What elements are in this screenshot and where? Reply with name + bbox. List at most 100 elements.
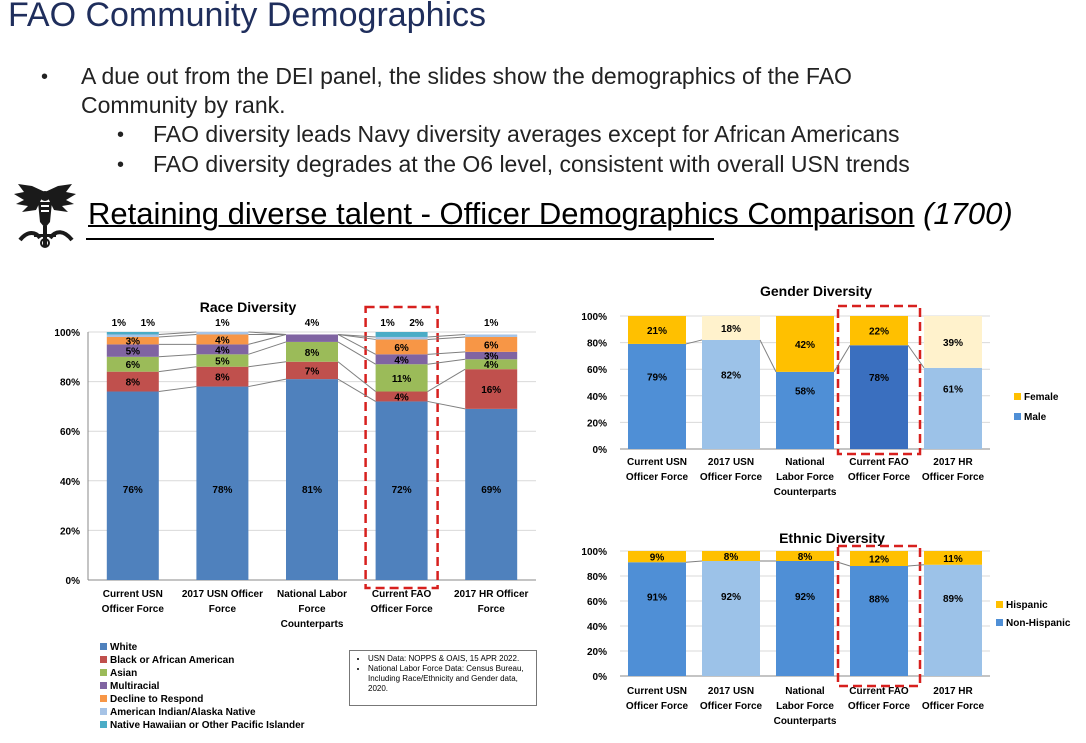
legend-label-female: Female — [1024, 392, 1059, 403]
legend-swatch-female — [1014, 393, 1021, 400]
data-label-white: 81% — [302, 485, 322, 496]
data-label-female: 39% — [943, 338, 963, 349]
series-connector-line — [158, 353, 197, 358]
data-label-non-hispanic: 91% — [647, 593, 667, 604]
bar-segment-multiracial — [106, 344, 159, 357]
x-category-label: National — [785, 686, 825, 697]
gender-diversity-chart: Gender Diversity 0% 20% 40% 60% 80% 100% Curren… — [581, 283, 1059, 498]
x-category-label: Force — [209, 604, 237, 615]
x-category-label: Officer Force — [848, 472, 911, 483]
x-category-label: Officer Force — [922, 472, 985, 483]
series-connector-line — [427, 358, 466, 365]
y-tick-label: 0% — [593, 445, 608, 456]
data-label-hispanic: 9% — [650, 553, 665, 564]
bar-segment-female — [702, 316, 760, 340]
x-category-label: Officer Force — [922, 701, 985, 712]
bar-segment-asian — [196, 354, 249, 367]
legend-label-native-hawaiian-or-other-pacific-islander: Native Hawaiian or Other Pacific Islande… — [110, 720, 305, 731]
bar-segment-male — [702, 339, 760, 449]
series-connector-line — [907, 564, 925, 567]
series-connector-line — [248, 378, 287, 388]
highlight-box-current-fao — [836, 304, 922, 456]
data-label-multiracial: 4% — [394, 355, 409, 366]
series-connector-line — [337, 361, 376, 392]
bar-segment-female — [924, 316, 982, 368]
series-connector-line — [427, 368, 466, 392]
data-label-decline-to-respond: 6% — [484, 340, 499, 351]
data-label-decline-to-respond: 3% — [126, 337, 141, 348]
data-label-male: 58% — [795, 386, 815, 397]
page-title: FAO Community Demographics — [8, 0, 487, 34]
data-label-asian: 4% — [484, 360, 499, 371]
bar-segment-non-hispanic — [776, 561, 834, 676]
bar-segment-hispanic — [702, 551, 760, 561]
x-category-label: Labor Force — [776, 472, 834, 483]
data-label-black-or-african-american: 4% — [394, 392, 409, 403]
x-category-label: Officer Force — [848, 701, 911, 712]
x-category-label: Officer Force — [700, 701, 763, 712]
data-label-multiracial: 3% — [484, 352, 499, 363]
legend-label-white: White — [110, 642, 138, 653]
data-label-female: 18% — [721, 324, 741, 335]
series-connector-line — [427, 333, 466, 338]
bar-segment-black-or-african-american — [106, 371, 159, 392]
series-connector-line — [158, 386, 197, 393]
x-category-label: Officer Force — [370, 604, 433, 615]
y-tick-label: 20% — [60, 526, 80, 537]
data-label-non-hispanic: 92% — [795, 592, 815, 603]
section-heading-main: Retaining diverse talent - Officer Demog… — [88, 196, 915, 231]
data-label-multiracial: 5% — [126, 347, 141, 358]
bar-segment-white — [286, 379, 338, 580]
bar-segment-decline-to-respond — [106, 336, 159, 345]
series-connector-line — [158, 366, 197, 373]
legend-swatch-native-hawaiian-or-other-pacific-islander — [100, 721, 107, 728]
bar-segment-male — [924, 367, 982, 449]
series-connector-line — [337, 341, 376, 365]
data-label-asian: 11% — [392, 374, 412, 385]
data-label-native-hawaiian-or-other-pacific-islander: 2% — [409, 318, 424, 329]
x-category-label: Counterparts — [281, 619, 344, 630]
bar-segment-native-hawaiian-or-other-pacific-islander — [375, 332, 428, 337]
chart-title: Gender Diversity — [760, 283, 872, 299]
race-diversity-chart: Race Diversity 0% 20% 40% 60% 80% 100% Current … — [54, 299, 536, 731]
data-label-male: 82% — [721, 371, 741, 382]
sub-bullet-1: FAO diversity leads Navy diversity avera… — [153, 121, 900, 147]
legend-swatch-non-hispanic — [996, 619, 1003, 626]
x-category-label: 2017 HR — [933, 457, 973, 468]
legend-label-non-hispanic: Non-Hispanic — [1006, 618, 1071, 629]
legend-label-hispanic: Hispanic — [1006, 600, 1048, 611]
bar-segment-multiracial — [196, 344, 249, 355]
bar-segment-non-hispanic — [702, 561, 760, 676]
x-category-label: Current FAO — [372, 589, 432, 600]
bar-segment-male — [850, 345, 908, 449]
note-labor-data: National Labor Force Data: Census Bureau… — [368, 664, 532, 694]
bar-segment-hispanic — [628, 551, 686, 563]
bar-segment-male — [776, 371, 834, 449]
x-category-label: Officer Force — [102, 604, 165, 615]
x-category-label: National Labor — [277, 589, 347, 600]
data-label-white: 69% — [481, 485, 501, 496]
series-connector-line — [427, 351, 466, 355]
x-category-label: Officer Force — [626, 472, 689, 483]
bar-segment-multiracial — [286, 334, 338, 342]
data-label-asian: 5% — [215, 357, 230, 368]
data-label-female: 21% — [647, 326, 667, 337]
x-category-label: National — [785, 457, 825, 468]
bar-segment-female — [628, 316, 686, 344]
navy-eagle-emblem-icon — [14, 184, 76, 248]
x-category-label: 2017 USN — [708, 686, 754, 697]
bullet-line-2: Community by rank. — [81, 92, 286, 118]
y-tick-label: 40% — [587, 392, 607, 403]
bar-segment-non-hispanic — [628, 562, 686, 676]
series-connector-line — [337, 334, 376, 355]
x-category-label: Officer Force — [700, 472, 763, 483]
legend-swatch-male — [1014, 413, 1021, 420]
chart-title: Race Diversity — [200, 299, 297, 315]
series-connector-line — [248, 341, 287, 355]
bar-segment-white — [196, 386, 249, 580]
y-tick-label: 100% — [581, 547, 607, 558]
data-label-non-hispanic: 92% — [721, 592, 741, 603]
series-connector-line — [248, 333, 287, 345]
y-tick-label: 80% — [587, 572, 607, 583]
y-tick-label: 20% — [587, 418, 607, 429]
